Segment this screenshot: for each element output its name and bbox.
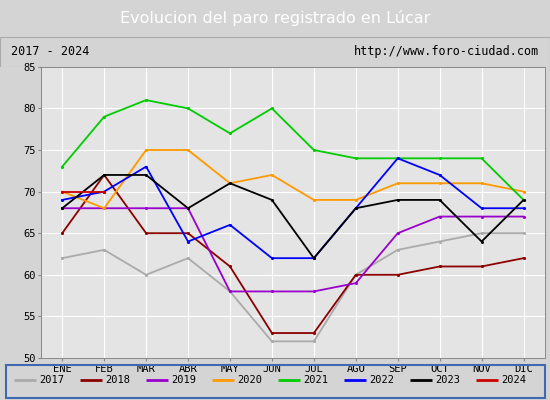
Text: http://www.foro-ciudad.com: http://www.foro-ciudad.com	[354, 45, 539, 58]
Text: 2017: 2017	[40, 375, 64, 385]
Text: Evolucion del paro registrado en Lúcar: Evolucion del paro registrado en Lúcar	[120, 10, 430, 26]
Text: 2021: 2021	[304, 375, 328, 385]
Text: 2018: 2018	[106, 375, 130, 385]
Bar	[6, 365, 544, 398]
Text: 2017 - 2024: 2017 - 2024	[11, 45, 89, 58]
Text: 2019: 2019	[172, 375, 196, 385]
Text: 2022: 2022	[370, 375, 394, 385]
Text: 2023: 2023	[436, 375, 460, 385]
Text: 2024: 2024	[502, 375, 526, 385]
Text: 2020: 2020	[238, 375, 262, 385]
